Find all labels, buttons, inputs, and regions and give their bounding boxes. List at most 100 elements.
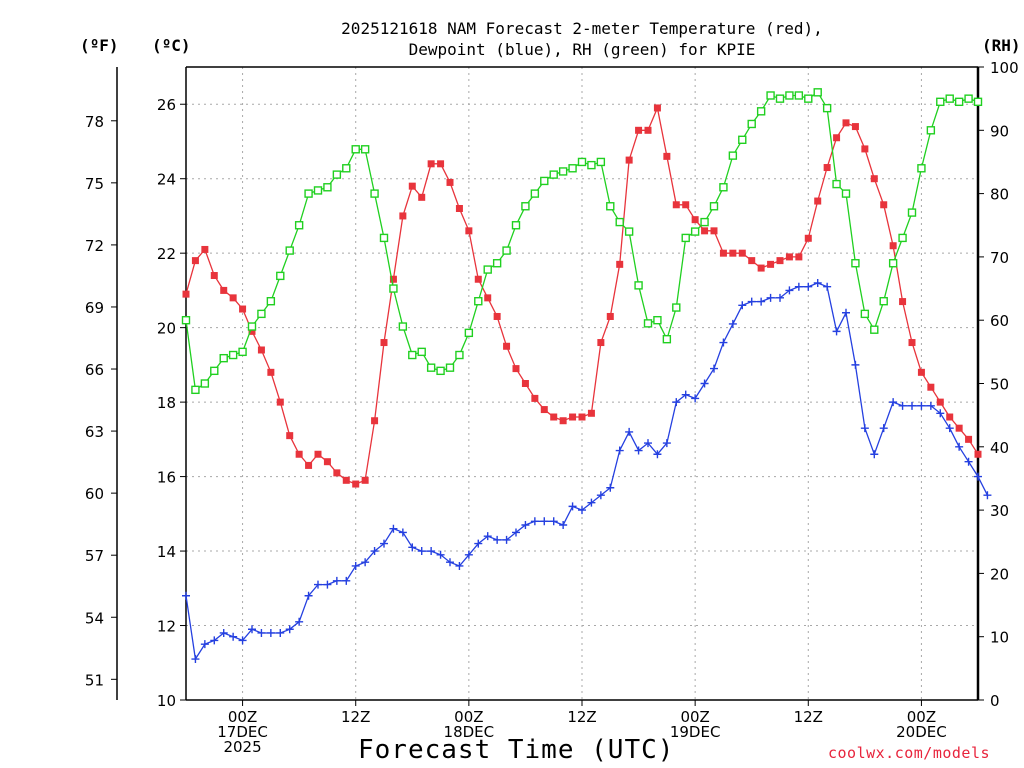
dewpoint-marker — [521, 520, 530, 529]
dewpoint-marker — [776, 293, 784, 302]
dewpoint-marker — [757, 297, 766, 306]
temperature-marker — [936, 398, 944, 406]
temperature-marker — [380, 339, 388, 347]
temperature-marker — [738, 249, 746, 257]
rh-marker — [615, 217, 624, 227]
dewpoint-marker — [219, 628, 228, 637]
dewpoint-marker — [766, 293, 775, 302]
rh-marker — [238, 347, 247, 357]
rh-marker — [276, 271, 285, 281]
rh-marker — [323, 183, 332, 192]
celsius-tick-label: 12 — [157, 618, 176, 636]
fahrenheit-tick-label: 57 — [85, 547, 104, 565]
rh-marker — [879, 297, 888, 306]
dewpoint-marker — [493, 535, 502, 544]
dewpoint-marker — [474, 539, 483, 548]
rh-marker — [257, 309, 266, 319]
fahrenheit-tick-label: 60 — [85, 485, 104, 503]
dewpoint-marker — [728, 319, 737, 328]
rh-marker — [370, 189, 379, 198]
temperature-marker — [342, 476, 350, 484]
dewpoint-marker — [540, 517, 549, 526]
dewpoint-marker — [210, 636, 219, 645]
fahrenheit-unit-label: (ºF) — [80, 36, 119, 55]
rh-marker — [936, 97, 945, 107]
rh-marker — [672, 303, 681, 312]
temperature-marker — [757, 264, 765, 272]
rh-marker — [653, 316, 662, 325]
rh-marker — [907, 208, 917, 217]
dewpoint-marker — [502, 535, 511, 544]
dewpoint-marker — [653, 450, 662, 459]
rh-marker — [832, 179, 841, 189]
temperature-marker — [880, 201, 888, 209]
rh-marker — [775, 94, 785, 103]
dewpoint-marker — [266, 628, 275, 637]
temperature-marker — [389, 275, 397, 283]
dewpoint-marker — [596, 491, 605, 500]
temperature-marker — [691, 216, 699, 224]
credit-text: coolwx.com/models — [828, 744, 991, 762]
temperature-marker — [239, 305, 247, 313]
dewpoint-marker — [662, 439, 671, 448]
temperature-marker — [946, 413, 954, 421]
temperature-marker — [701, 227, 709, 235]
dewpoint-marker — [964, 457, 973, 466]
rh-marker — [483, 265, 492, 274]
rh-tick-label: 40 — [990, 439, 1009, 457]
dewpoint-marker — [587, 498, 596, 507]
x-tick-label: 12Z — [567, 708, 596, 726]
rh-marker — [738, 135, 747, 144]
temperature-marker — [418, 193, 426, 201]
rh-marker — [954, 97, 964, 107]
celsius-tick-label: 18 — [157, 394, 176, 412]
temperature-marker — [569, 413, 577, 421]
chart-title: 2025121618 NAM Forecast 2-meter Temperat… — [186, 18, 978, 60]
temperature-marker — [352, 480, 360, 488]
rh-marker — [766, 91, 775, 100]
temperature-marker — [578, 413, 586, 421]
temperature-marker — [408, 182, 416, 190]
fahrenheit-tick-label: 51 — [85, 671, 104, 689]
rh-tick-label: 100 — [990, 59, 1019, 77]
temperature-marker — [201, 245, 209, 253]
celsius-tick-label: 26 — [157, 96, 176, 114]
rh-marker — [313, 186, 323, 195]
rh-marker — [558, 167, 568, 176]
rh-marker — [210, 366, 219, 376]
temperature-marker — [276, 398, 284, 406]
temperature-marker — [286, 432, 294, 440]
rh-marker — [794, 91, 804, 100]
rh-marker — [342, 164, 351, 173]
temperature-marker — [663, 152, 671, 160]
dewpoint-marker — [398, 528, 407, 537]
rh-marker — [549, 170, 558, 179]
dewpoint-marker — [700, 379, 709, 388]
rh-marker — [898, 233, 907, 243]
temperature-marker — [361, 476, 369, 484]
temperature-marker — [531, 394, 539, 402]
temperature-marker — [399, 212, 407, 220]
rh-marker — [304, 189, 313, 198]
rh-marker — [191, 385, 200, 395]
dewpoint-marker — [672, 398, 681, 407]
rh-marker — [964, 94, 973, 103]
dewpoint-marker — [332, 576, 341, 585]
temperature-marker — [785, 253, 793, 261]
rh-marker — [521, 202, 530, 211]
rh-marker — [662, 334, 672, 344]
temperature-marker — [729, 249, 737, 257]
rh-marker — [624, 227, 634, 236]
dewpoint-marker — [323, 580, 332, 589]
temperature-marker — [474, 275, 482, 283]
temperature-marker — [323, 458, 331, 466]
x-tick-label: 00Z — [907, 708, 936, 726]
dewpoint-marker — [530, 517, 539, 526]
dewpoint-marker — [823, 282, 832, 291]
dewpoint-marker — [559, 520, 568, 529]
temperature-marker — [833, 134, 841, 142]
dewpoint-marker — [634, 446, 643, 455]
dewpoint-marker — [898, 401, 907, 410]
rh-marker — [492, 259, 502, 268]
rh-marker — [266, 297, 276, 306]
